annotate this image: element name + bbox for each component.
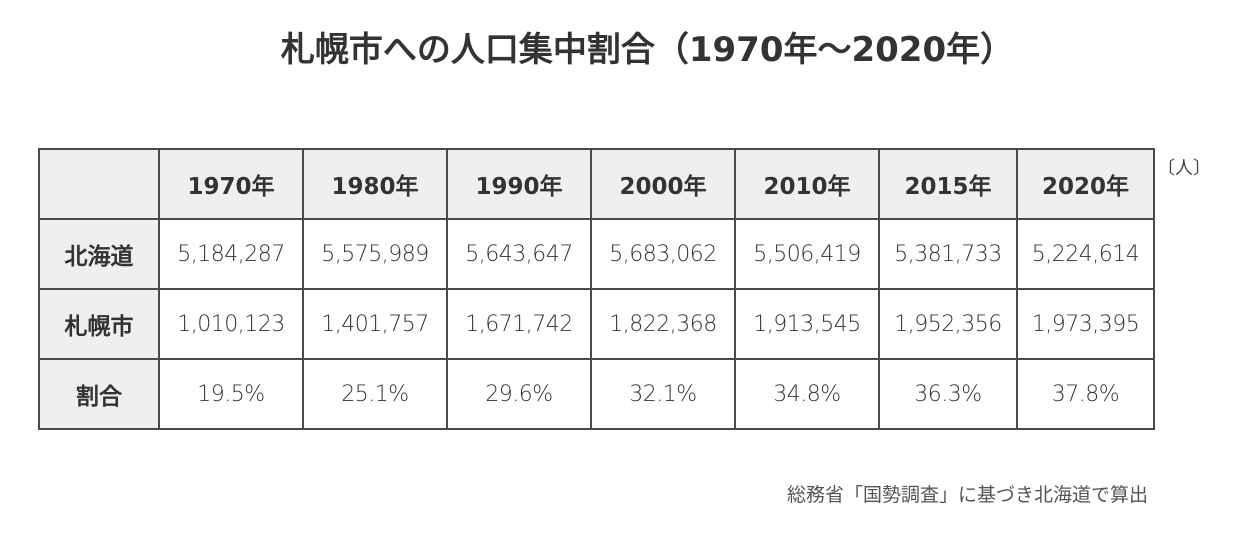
- column-header: 1980年: [302, 148, 448, 220]
- data-cell: 1,822,368: [590, 288, 736, 360]
- row-header: 割合: [38, 358, 160, 430]
- corner-cell: [38, 148, 160, 220]
- title: 札幌市への人口集中割合（1970年～2020年）: [280, 30, 1015, 70]
- data-cell: 19.5%: [158, 358, 304, 430]
- column-header: 2010年: [734, 148, 880, 220]
- data-cell: 5,184,287: [158, 218, 304, 290]
- data-cell: 1,010,123: [158, 288, 304, 360]
- column-header: 1970年: [158, 148, 304, 220]
- table-row: 札幌市 1,010,123 1,401,757 1,671,742 1,822,368 1…: [38, 288, 1155, 360]
- data-cell: 1,973,395: [1016, 288, 1155, 360]
- table-row: 割合 19.5% 25.1% 29.6% 32.1% 34.8% 36.3% 37.8%: [38, 358, 1155, 430]
- row-header: 札幌市: [38, 288, 160, 360]
- data-cell: 1,401,757: [302, 288, 448, 360]
- data-cell: 1,671,742: [446, 288, 592, 360]
- data-cell: 34.8%: [734, 358, 880, 430]
- data-cell: 37.8%: [1016, 358, 1155, 430]
- column-header: 1990年: [446, 148, 592, 220]
- data-cell: 36.3%: [878, 358, 1018, 430]
- column-header: 2020年: [1016, 148, 1155, 220]
- data-cell: 5,506,419: [734, 218, 880, 290]
- unit-label: 〔人〕: [1157, 158, 1211, 179]
- data-cell: 1,913,545: [734, 288, 880, 360]
- column-header: 2000年: [590, 148, 736, 220]
- population-table: 1970年 1980年 1990年 2000年 2010年 2015年 2020年 北海道 5…: [38, 148, 1155, 430]
- data-cell: 5,683,062: [590, 218, 736, 290]
- data-cell: 25.1%: [302, 358, 448, 430]
- header-row: 1970年 1980年 1990年 2000年 2010年 2015年 2020年: [38, 148, 1155, 220]
- data-cell: 5,575,989: [302, 218, 448, 290]
- row-header: 北海道: [38, 218, 160, 290]
- data-cell: 5,381,733: [878, 218, 1018, 290]
- data-cell: 32.1%: [590, 358, 736, 430]
- table-row: 北海道 5,184,287 5,575,989 5,643,647 5,683,062 5…: [38, 218, 1155, 290]
- data-cell: 1,952,356: [878, 288, 1018, 360]
- column-header: 2015年: [878, 148, 1018, 220]
- table-body: 北海道 5,184,287 5,575,989 5,643,647 5,683,062 5…: [38, 218, 1155, 430]
- source-note: 総務省「国勢調査」に基づき北海道で算出: [786, 484, 1148, 506]
- data-cell: 5,643,647: [446, 218, 592, 290]
- data-cell: 5,224,614: [1016, 218, 1155, 290]
- data-cell: 29.6%: [446, 358, 592, 430]
